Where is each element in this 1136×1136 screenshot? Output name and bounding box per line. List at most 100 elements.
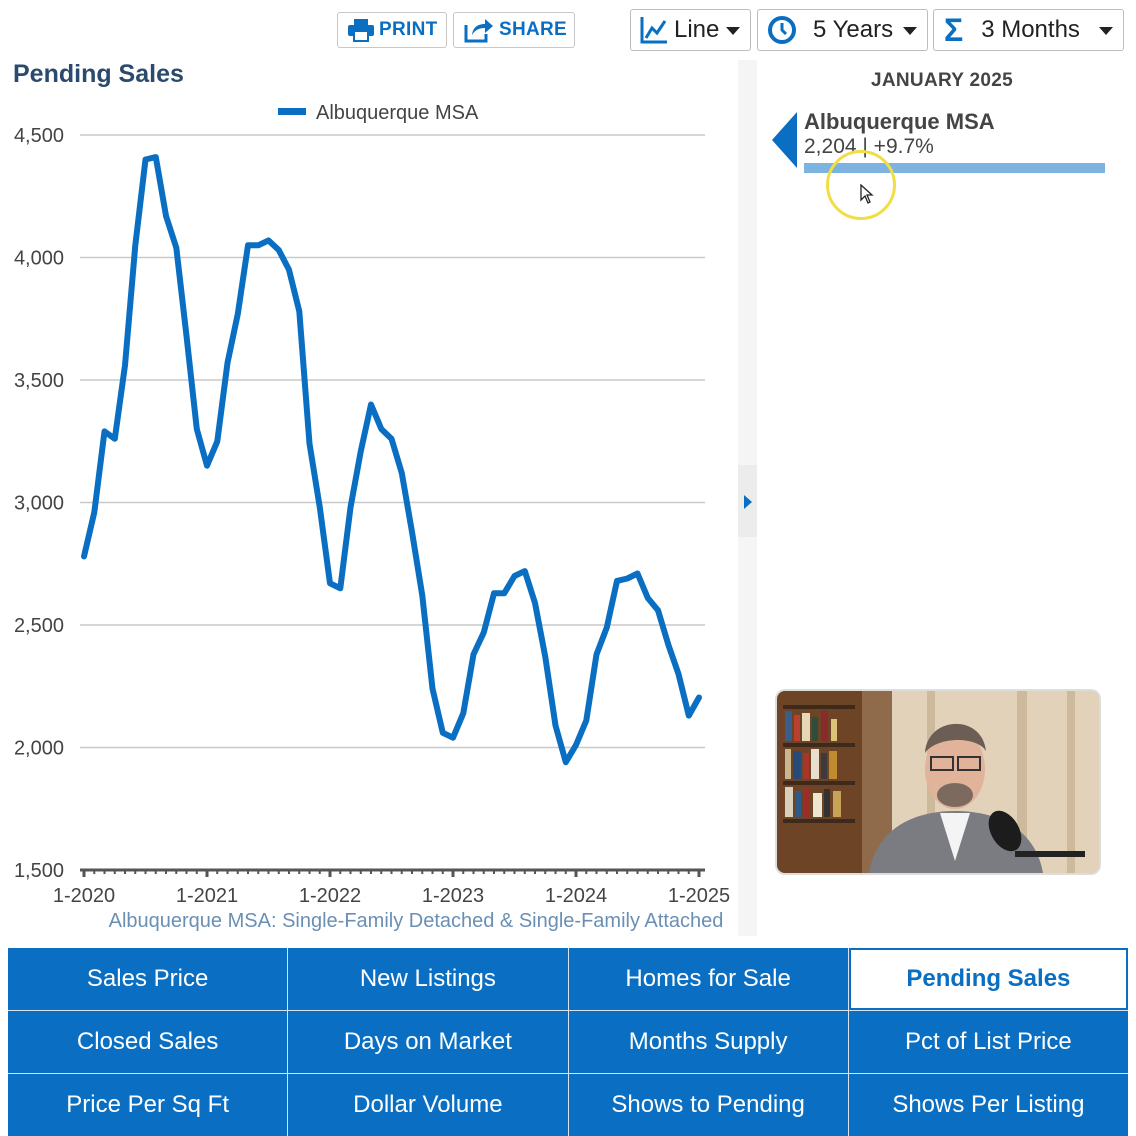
data-point[interactable] <box>440 730 446 736</box>
data-point[interactable] <box>143 157 149 163</box>
region-entry[interactable]: Albuquerque MSA 2,204 | +9.7% <box>772 108 1112 188</box>
data-point[interactable] <box>389 436 395 442</box>
data-point[interactable] <box>563 759 569 765</box>
data-point[interactable] <box>358 448 364 454</box>
x-tick-label: 1-2025 <box>668 885 730 907</box>
data-point[interactable] <box>214 438 220 444</box>
clock-icon <box>767 15 797 45</box>
nav-tab-pending-sales[interactable]: Pending Sales <box>848 948 1128 1010</box>
series-line[interactable] <box>81 154 702 766</box>
data-point[interactable] <box>624 575 630 581</box>
data-point[interactable] <box>102 428 108 434</box>
data-point[interactable] <box>112 436 118 442</box>
data-point[interactable] <box>635 571 641 577</box>
data-point[interactable] <box>532 600 538 606</box>
data-point[interactable] <box>286 267 292 273</box>
data-point[interactable] <box>450 735 456 741</box>
data-point[interactable] <box>696 695 702 701</box>
data-point[interactable] <box>604 624 610 630</box>
data-point[interactable] <box>132 242 138 248</box>
nav-tab-pct-of-list-price[interactable]: Pct of List Price <box>848 1011 1128 1073</box>
region-value: 2,204 | +9.7% <box>804 135 934 158</box>
nav-tab-homes-for-sale[interactable]: Homes for Sale <box>568 948 848 1010</box>
data-point[interactable] <box>317 504 323 510</box>
data-point[interactable] <box>266 237 272 243</box>
chevron-down-icon <box>1099 27 1113 35</box>
data-point[interactable] <box>676 671 682 677</box>
data-point[interactable] <box>225 360 231 366</box>
data-point[interactable] <box>553 722 559 728</box>
nav-tab-months-supply[interactable]: Months Supply <box>568 1011 848 1073</box>
x-tick-label: 1-2020 <box>53 885 115 907</box>
data-point[interactable] <box>409 529 415 535</box>
chart-type-dropdown[interactable]: Line <box>630 9 751 51</box>
data-point[interactable] <box>491 590 497 596</box>
data-point[interactable] <box>255 242 261 248</box>
data-point[interactable] <box>522 568 528 574</box>
data-point[interactable] <box>91 509 97 515</box>
y-tick-label: 2,000 <box>14 738 64 760</box>
expand-panel-handle[interactable] <box>738 465 758 537</box>
legend-label[interactable]: Albuquerque MSA <box>316 102 479 124</box>
metric-nav-grid: Sales Price New Listings Homes for Sale Pen… <box>8 948 1128 1136</box>
data-point[interactable] <box>481 629 487 635</box>
x-tick-label: 1-2023 <box>422 885 484 907</box>
nav-tab-shows-to-pending[interactable]: Shows to Pending <box>568 1074 848 1136</box>
nav-tab-new-listings[interactable]: New Listings <box>288 948 568 1010</box>
line-chart: 1,500 2,000 2,500 3,000 3,500 4,000 4,500 1-20… <box>14 102 730 932</box>
data-point[interactable] <box>583 718 589 724</box>
nav-tab-days-on-market[interactable]: Days on Market <box>288 1011 568 1073</box>
data-point[interactable] <box>542 654 548 660</box>
y-tick-label: 1,500 <box>14 860 64 882</box>
data-point[interactable] <box>163 213 169 219</box>
region-bar <box>804 163 1105 173</box>
print-button[interactable]: PRINT <box>337 12 447 48</box>
nav-tab-sales-price[interactable]: Sales Price <box>8 948 288 1010</box>
share-button[interactable]: SHARE <box>453 12 575 48</box>
data-point[interactable] <box>153 154 159 160</box>
chart-footnote: Albuquerque MSA: Single-Family Detached … <box>109 910 724 932</box>
data-point[interactable] <box>614 578 620 584</box>
data-point[interactable] <box>327 580 333 586</box>
data-point[interactable] <box>184 333 190 339</box>
nav-tab-dollar-volume[interactable]: Dollar Volume <box>288 1074 568 1136</box>
data-point[interactable] <box>296 308 302 314</box>
data-point[interactable] <box>81 553 87 559</box>
data-point[interactable] <box>368 402 374 408</box>
data-point[interactable] <box>122 362 128 368</box>
data-point[interactable] <box>194 426 200 432</box>
nav-tab-price-per-sq-ft[interactable]: Price Per Sq Ft <box>8 1074 288 1136</box>
data-point[interactable] <box>430 686 436 692</box>
nav-tab-shows-per-listing[interactable]: Shows Per Listing <box>848 1074 1128 1136</box>
y-tick-label: 3,000 <box>14 493 64 515</box>
data-point[interactable] <box>594 651 600 657</box>
data-point[interactable] <box>307 441 313 447</box>
data-point[interactable] <box>645 595 651 601</box>
data-point[interactable] <box>573 742 579 748</box>
time-range-dropdown[interactable]: 5 Years <box>757 9 928 51</box>
x-tick-label: 1-2021 <box>176 885 238 907</box>
page-title: Pending Sales <box>13 60 184 88</box>
data-point[interactable] <box>235 311 241 317</box>
y-tick-label: 3,500 <box>14 370 64 392</box>
data-point[interactable] <box>337 585 343 591</box>
data-point[interactable] <box>655 607 661 613</box>
data-point[interactable] <box>348 504 354 510</box>
data-point[interactable] <box>501 590 507 596</box>
data-point[interactable] <box>378 426 384 432</box>
data-point[interactable] <box>686 713 692 719</box>
data-point[interactable] <box>460 710 466 716</box>
time-range-value: 5 Years <box>813 16 894 43</box>
data-point[interactable] <box>512 573 518 579</box>
data-point[interactable] <box>245 242 251 248</box>
data-point[interactable] <box>399 470 405 476</box>
rolling-average-dropdown[interactable]: Σ 3 Months <box>933 9 1124 51</box>
data-point[interactable] <box>276 247 282 253</box>
data-point[interactable] <box>204 463 210 469</box>
data-point[interactable] <box>665 642 671 648</box>
printer-icon <box>347 18 375 42</box>
nav-tab-closed-sales[interactable]: Closed Sales <box>8 1011 288 1073</box>
data-point[interactable] <box>173 245 179 251</box>
data-point[interactable] <box>419 593 425 599</box>
data-point[interactable] <box>471 651 477 657</box>
